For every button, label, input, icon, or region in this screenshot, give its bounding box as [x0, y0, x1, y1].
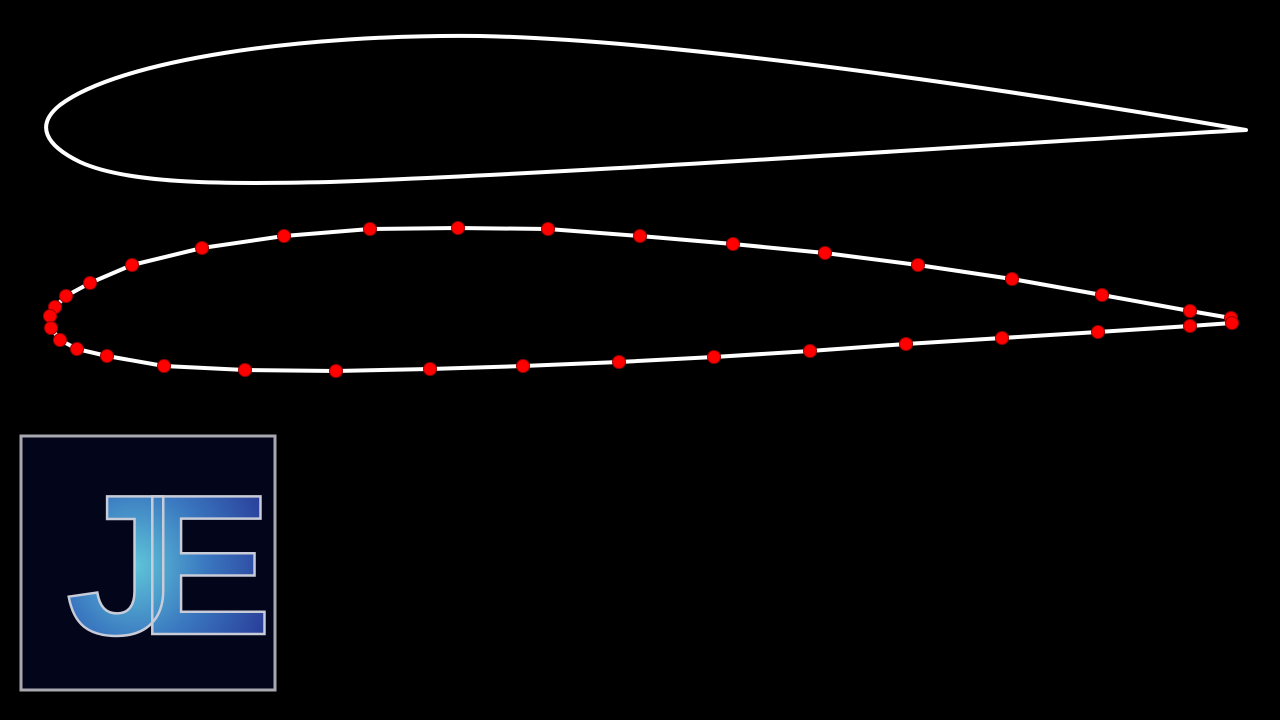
- control-point: [44, 321, 58, 335]
- control-point: [911, 258, 925, 272]
- control-point: [43, 309, 57, 323]
- control-point: [451, 221, 465, 235]
- control-point: [195, 241, 209, 255]
- control-point: [818, 246, 832, 260]
- control-point: [803, 344, 817, 358]
- control-point: [277, 229, 291, 243]
- control-point: [633, 229, 647, 243]
- control-point: [1183, 304, 1197, 318]
- control-point: [707, 350, 721, 364]
- logo: JE: [19, 434, 304, 692]
- control-point: [995, 331, 1009, 345]
- control-point: [100, 349, 114, 363]
- control-point: [1225, 316, 1239, 330]
- logo-frame: [19, 434, 277, 692]
- control-point: [1183, 319, 1197, 333]
- control-point: [612, 355, 626, 369]
- control-point: [516, 359, 530, 373]
- control-point: [70, 342, 84, 356]
- control-point: [1095, 288, 1109, 302]
- control-point: [1005, 272, 1019, 286]
- control-point: [157, 359, 171, 373]
- control-point: [238, 363, 252, 377]
- control-point: [541, 222, 555, 236]
- airfoil-outline: [44, 33, 1248, 185]
- control-point: [899, 337, 913, 351]
- control-point: [726, 237, 740, 251]
- control-point: [125, 258, 139, 272]
- control-point: [83, 276, 97, 290]
- control-point: [423, 362, 437, 376]
- control-point: [363, 222, 377, 236]
- airfoil-points: [43, 221, 1239, 378]
- control-point: [53, 333, 67, 347]
- control-point: [329, 364, 343, 378]
- control-point: [59, 289, 73, 303]
- control-point: [1091, 325, 1105, 339]
